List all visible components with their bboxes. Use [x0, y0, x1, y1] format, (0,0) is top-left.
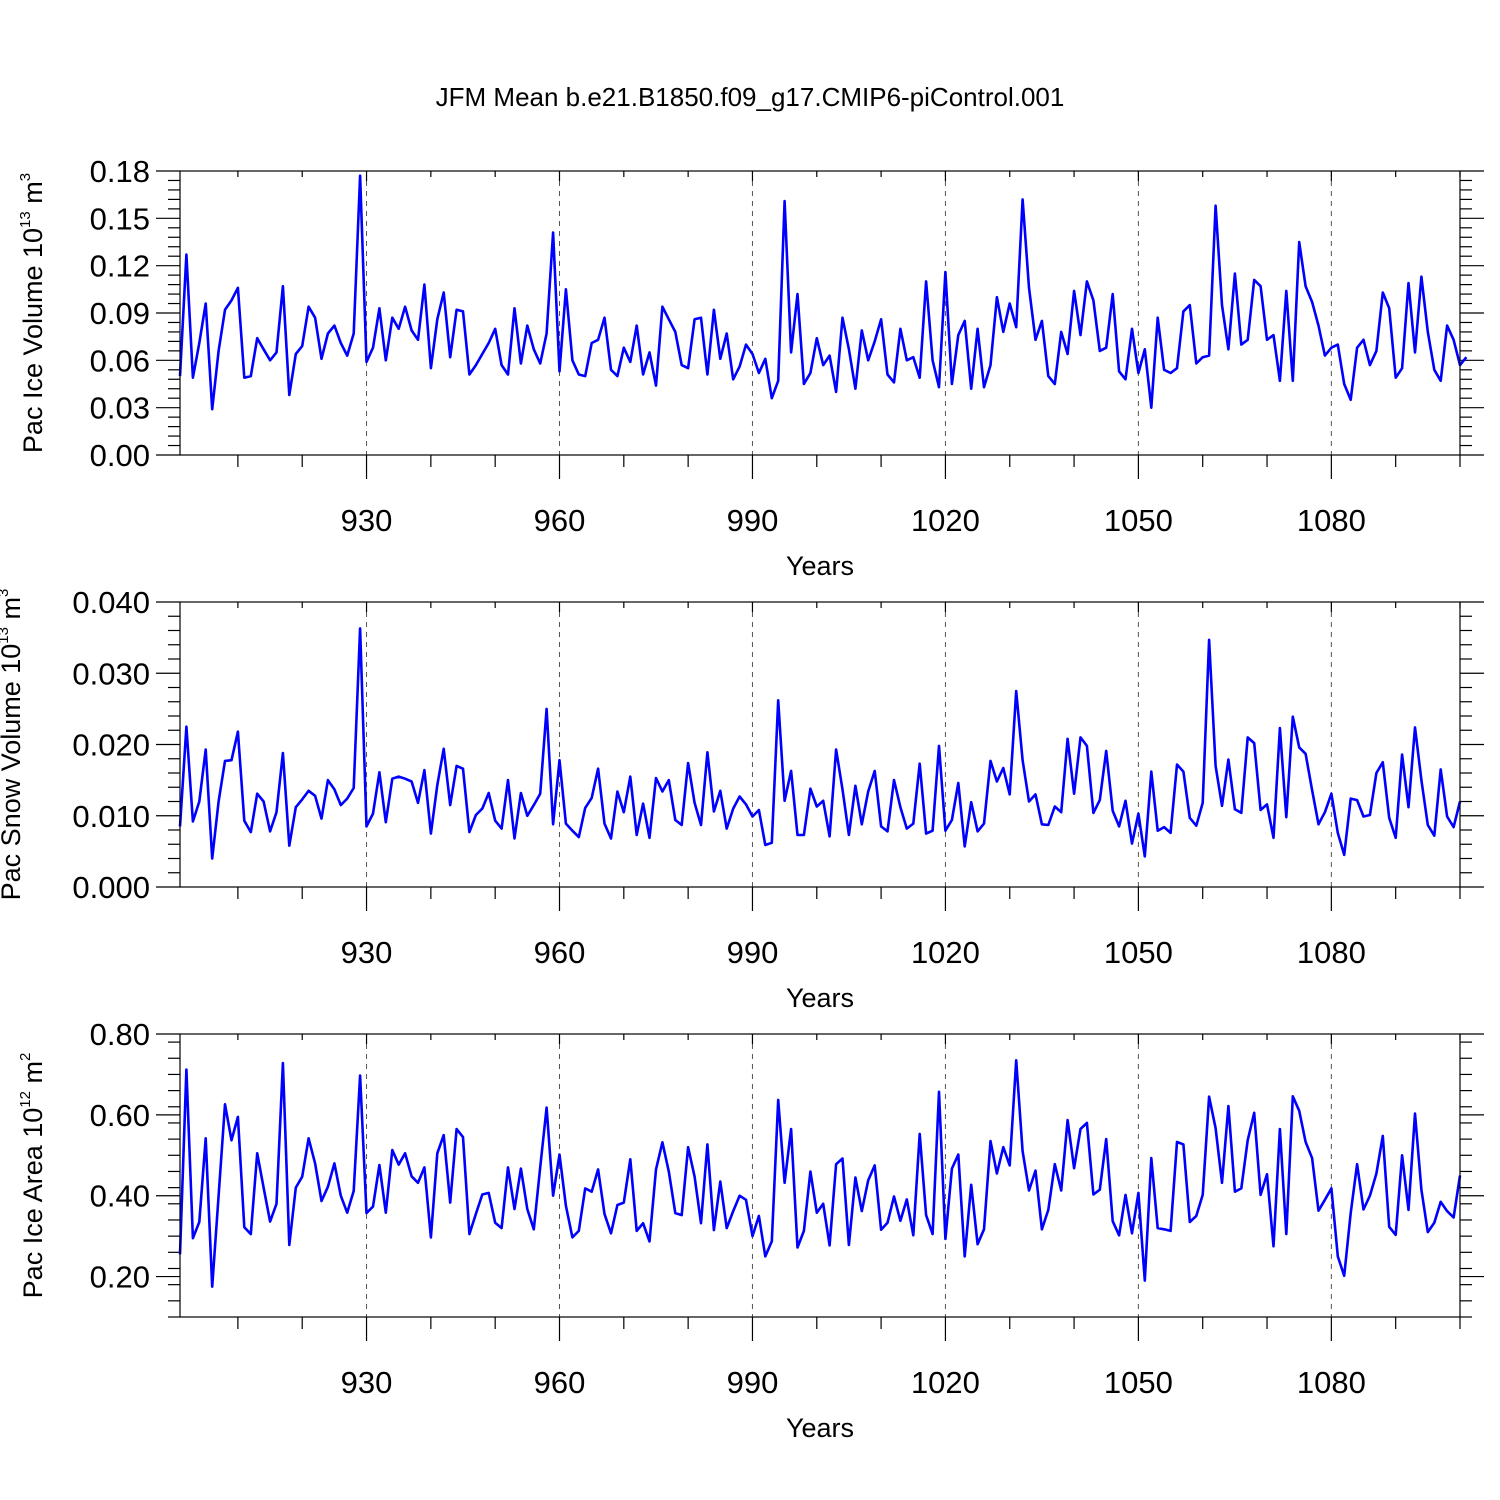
series-line-snow-volume: [178, 627, 1462, 860]
x-tick-label: 1020: [911, 1365, 980, 1400]
y-tick-label: 0.80: [90, 1017, 150, 1052]
panel-ice-volume: 0.00 0.03 0.06 0.09 0.12 0.15 0.18 930 960 990 10…: [17, 154, 1484, 581]
y-tick-label: 0.15: [90, 201, 150, 236]
y-axis-label: Pac Snow Volume 1013 m3: [0, 589, 26, 901]
y-axis-label: Pac Ice Volume 1013 m3: [17, 173, 48, 453]
y-axis-label: Pac Ice Area 1012 m2: [17, 1053, 48, 1299]
plot-frame: [179, 601, 1461, 888]
y-tick-label: 0.020: [72, 728, 150, 763]
x-tick-label: 1080: [1297, 1365, 1366, 1400]
y-tick-label: 0.06: [90, 343, 150, 378]
x-tick-label: 990: [727, 503, 779, 538]
x-tick-label: 930: [341, 1365, 393, 1400]
x-tick-label: 1020: [911, 935, 980, 970]
x-tick-label: 1050: [1104, 935, 1173, 970]
x-axis-label: Years: [786, 983, 854, 1013]
x-axis-label: Years: [786, 1413, 854, 1443]
series-line-ice-area: [178, 1059, 1462, 1288]
x-tick-label: 1050: [1104, 1365, 1173, 1400]
x-tick-label: 930: [341, 935, 393, 970]
y-tick-label: 0.010: [72, 799, 150, 834]
plot-frame: [179, 170, 1461, 456]
x-tick-label: 960: [534, 935, 586, 970]
x-tick-label: 960: [534, 503, 586, 538]
figure-title: JFM Mean b.e21.B1850.f09_g17.CMIP6-piCon…: [436, 82, 1065, 112]
x-tick-label: 930: [341, 503, 393, 538]
x-tick-label: 1080: [1297, 503, 1366, 538]
y-tick-label: 0.20: [90, 1260, 150, 1295]
x-tick-label: 1020: [911, 503, 980, 538]
y-tick-label: 0.09: [90, 296, 150, 331]
x-tick-label: 1050: [1104, 503, 1173, 538]
y-tick-label: 0.040: [72, 585, 150, 620]
x-tick-label: 990: [727, 935, 779, 970]
panel-ice-area: 0.20 0.40 0.60 0.80 930 960 990 1020 1050 1080 Y…: [17, 1017, 1484, 1443]
y-tick-label: 0.030: [72, 656, 150, 691]
series-line-ice-volume: [178, 174, 1468, 411]
plot-frame: [179, 1033, 1461, 1318]
y-tick-label: 0.000: [72, 870, 150, 905]
panel-snow-volume: 0.000 0.010 0.020 0.030 0.040 930 960 990 1020 1…: [0, 585, 1484, 1013]
y-tick-label: 0.18: [90, 154, 150, 189]
x-tick-label: 990: [727, 1365, 779, 1400]
y-tick-label: 0.03: [90, 391, 150, 426]
y-tick-label: 0.12: [90, 249, 150, 284]
x-axis-label: Years: [786, 551, 854, 581]
x-tick-label: 1080: [1297, 935, 1366, 970]
y-tick-label: 0.60: [90, 1098, 150, 1133]
y-tick-label: 0.40: [90, 1179, 150, 1214]
x-tick-label: 960: [534, 1365, 586, 1400]
y-tick-label: 0.00: [90, 438, 150, 473]
